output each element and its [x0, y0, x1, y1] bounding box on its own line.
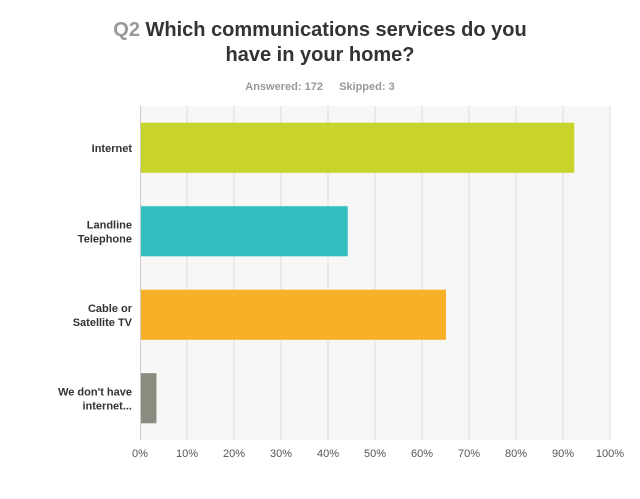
x-tick-label: 20% — [223, 448, 245, 460]
bar — [141, 206, 348, 257]
category-label-line: Internet — [92, 143, 133, 155]
x-tick-label: 50% — [364, 448, 386, 460]
x-tick-label: 70% — [458, 448, 480, 460]
question-title: Q2 Which communications services do you … — [100, 18, 540, 68]
answered-count: 172 — [304, 81, 323, 93]
x-tick-label: 40% — [317, 448, 339, 460]
x-tick-label: 90% — [552, 448, 574, 460]
question-number: Q2 — [113, 19, 140, 41]
bar — [141, 122, 575, 173]
skipped-count: 3 — [388, 81, 395, 93]
category-label: We don't have internet... — [58, 386, 132, 412]
category-label-line: We don't have — [58, 386, 132, 398]
category-label-line: internet... — [82, 400, 132, 412]
x-tick-label: 10% — [176, 448, 198, 460]
x-tick-label: 80% — [505, 448, 527, 460]
category-label: Internet — [92, 143, 133, 155]
x-tick-label: 100% — [596, 448, 624, 460]
bar — [141, 289, 446, 340]
bar — [141, 373, 157, 424]
x-tick-label: 0% — [132, 448, 148, 460]
category-label-line: Cable or — [88, 303, 133, 315]
category-label-line: Satellite TV — [73, 317, 133, 329]
category-label: Cable or Satellite TV — [73, 303, 133, 329]
category-label: Landline Telephone — [78, 219, 132, 245]
category-label-line: Landline — [87, 219, 132, 231]
response-stats: Answered: 172 Skipped: 3 — [0, 81, 640, 93]
question-text: Which communications services do you hav… — [145, 19, 527, 66]
answered-label: Answered: — [245, 81, 302, 93]
x-tick-label: 60% — [411, 448, 433, 460]
category-label-line: Telephone — [78, 233, 132, 245]
x-tick-label: 30% — [270, 448, 292, 460]
skipped-label: Skipped: — [339, 81, 386, 93]
